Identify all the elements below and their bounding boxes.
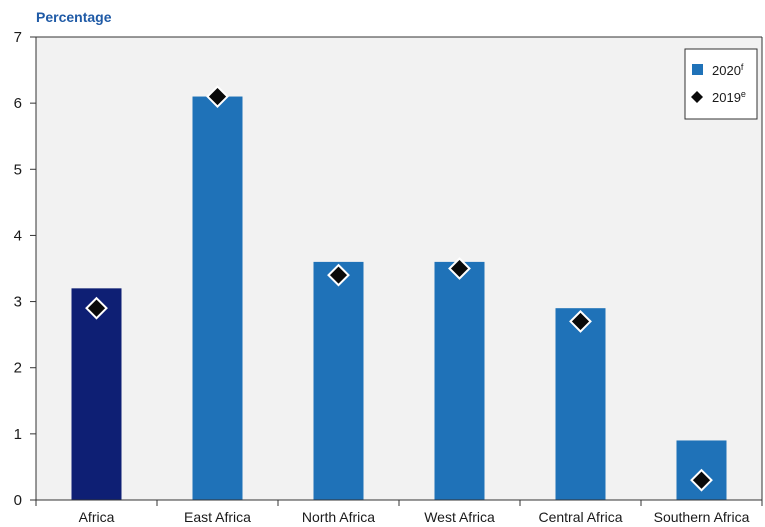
legend-sup-2020: f [741,62,744,72]
axes: Africa East Africa North Africa West Africa… [14,29,763,525]
y-tick-label: 1 [14,426,22,443]
marker-africa [85,296,108,320]
bar-north-africa [313,261,364,500]
legend-swatch-2019 [691,91,703,103]
plot-area [36,37,762,500]
y-tick-label: 0 [14,492,22,509]
legend-swatch-2020 [692,64,703,75]
bar-west-africa [434,261,485,500]
bars [71,96,727,501]
markers [85,85,713,492]
marker-southern-africa [690,468,713,492]
bar-east-africa [192,96,243,501]
y-tick-label: 6 [14,95,22,112]
legend-label-2020: 2020f [712,62,744,78]
legend-box [684,48,758,120]
legend-sup-2019: e [741,89,746,99]
legend-year-2020: 2020 [712,63,741,78]
x-tick-label: East Africa [184,509,251,525]
y-tick-label: 3 [14,294,22,311]
x-tick-label: Southern Africa [654,509,750,525]
x-tick-label: Africa [79,509,115,525]
marker-north-africa [327,263,350,287]
bar-africa [71,288,122,500]
marker-west-africa [448,257,471,280]
x-tick-label: West Africa [424,509,495,525]
y-tick-label: 7 [14,29,22,46]
x-tick-label: Central Africa [538,509,622,525]
y-tick-label: 5 [14,161,22,178]
x-tick-label: North Africa [302,509,375,525]
y-tick-label: 2 [14,360,22,377]
bar-central-africa [555,308,606,500]
y-axis-label: Percentage [36,9,112,25]
legend: 2020f 2019e [684,48,758,120]
marker-east-africa [206,85,229,108]
legend-year-2019: 2019 [712,90,741,105]
marker-central-africa [569,309,592,333]
legend-label-2019: 2019e [712,89,746,105]
y-tick-label: 4 [14,227,22,244]
